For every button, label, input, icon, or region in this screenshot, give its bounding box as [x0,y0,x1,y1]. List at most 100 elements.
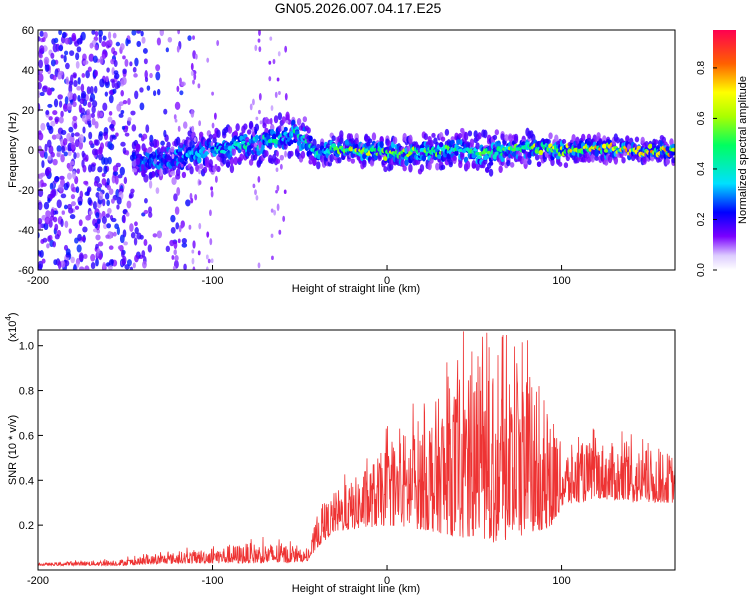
heat-cell [117,174,123,179]
heat-cell [45,167,50,177]
heat-cell [550,158,555,167]
heat-cell [435,162,440,171]
heat-cell [47,235,51,242]
heat-cell [96,183,103,189]
heat-cell [44,63,50,73]
heat-cell [82,60,89,65]
heat-cell [87,66,92,72]
heat-cell [60,154,65,163]
heat-cell [198,169,201,175]
x-tick-label: -200 [27,275,49,287]
heat-cell [192,266,196,270]
heat-cell [171,153,175,160]
heat-cell [112,50,118,56]
heat-cell [180,224,184,229]
y-tick-label: 20 [22,105,34,117]
y-tick-label: 1.0 [19,341,34,353]
heat-cell [69,214,76,220]
heat-cell [38,53,43,59]
heat-cell [205,266,209,270]
heat-cell [96,187,102,192]
heat-cell [590,153,596,163]
heat-cell [274,91,278,98]
heat-cell [175,136,181,146]
heat-cell [69,160,75,166]
heat-cell [122,229,127,238]
heat-cell [257,38,261,43]
heat-cell [107,39,113,47]
heat-cell [465,160,471,170]
heat-cell [112,165,119,172]
heat-cell [112,32,117,39]
heat-cell [256,150,261,156]
heat-cell [43,56,50,66]
heat-cell [81,114,88,122]
heat-cell [118,113,124,118]
heat-cell [86,86,91,95]
heat-cell [198,222,202,230]
heat-cell [149,134,154,143]
heat-cell [440,136,446,142]
heat-cell [142,48,148,54]
heat-cell [148,171,153,181]
heat-cell [124,132,130,137]
heat-cell [248,159,254,166]
heat-cell [279,163,283,170]
heat-cell [592,134,597,144]
heat-cell [76,85,82,91]
heat-cell [144,70,148,80]
heat-cell [102,198,106,207]
heat-cell [176,85,180,93]
heat-cell [88,210,93,215]
heat-cell [91,30,96,35]
heat-cell [41,37,46,43]
heat-cell [110,217,117,223]
heat-cell [52,241,57,248]
heat-cell [75,61,80,69]
heat-cell [60,193,67,199]
heat-cell [80,83,85,93]
heat-cell [85,70,90,79]
heat-cell [78,140,84,150]
heat-cell [52,216,58,223]
heat-cell [54,234,60,240]
colorbar-tick-label: 0.0 [696,263,707,277]
heat-cell [243,123,248,130]
heat-cell [272,58,276,65]
heat-cell [198,120,202,127]
heat-cell [174,249,177,256]
heat-cell [163,129,167,138]
heat-cell [312,138,317,148]
heat-cell [383,156,388,161]
heat-cell [222,156,227,165]
heat-cell [81,72,86,78]
heat-cell [114,223,119,230]
heat-cell [195,164,200,172]
heat-cell [47,103,53,108]
heat-cell [94,121,99,129]
heat-cell [50,208,55,218]
heat-cell [233,135,238,140]
heat-cell [160,145,166,153]
heat-cell [102,35,107,41]
heat-cell [198,180,202,185]
heat-cell [216,39,220,47]
spectrogram-heatmap [38,30,675,270]
heat-cell [483,129,488,139]
heat-cell [475,151,481,156]
heat-cell [136,232,142,240]
heat-cell [78,252,84,262]
heat-cell [50,189,56,198]
heat-cell [275,158,281,164]
heat-cell [60,110,64,118]
heat-cell [87,101,92,108]
heat-cell [125,38,129,47]
heat-cell [106,223,111,229]
heat-cell [402,165,407,172]
heat-cell [400,159,405,168]
heat-cell [210,141,214,147]
heat-cell [438,142,444,148]
heat-cell [191,257,195,265]
heat-cell [125,212,130,217]
